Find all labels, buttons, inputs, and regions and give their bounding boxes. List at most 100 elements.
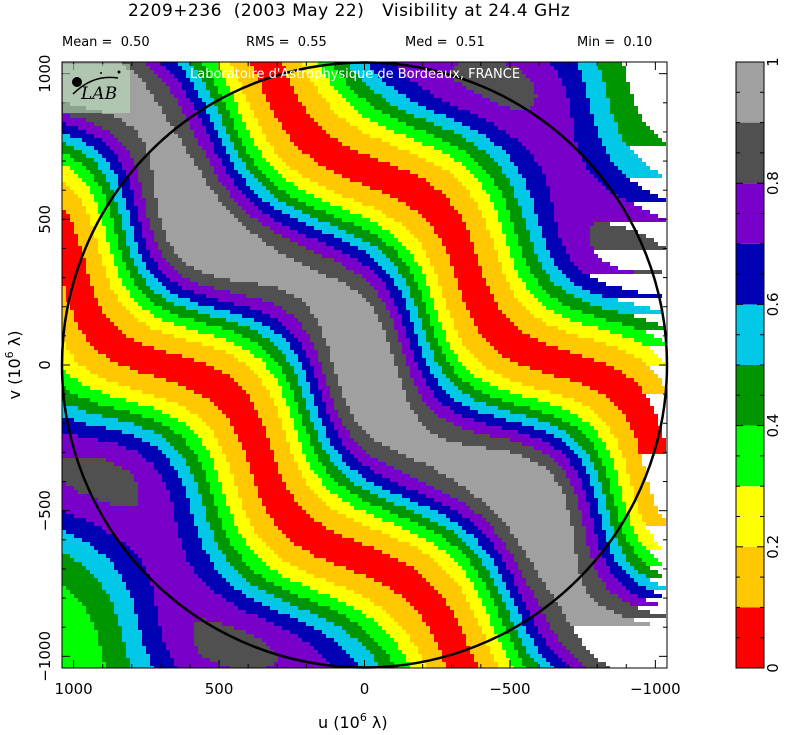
heatmap-cell xyxy=(78,322,114,326)
heatmap-cell xyxy=(162,638,194,642)
heatmap-cell xyxy=(602,182,638,186)
heatmap-cell xyxy=(298,434,310,438)
heatmap-cell xyxy=(586,538,598,542)
heatmap-cell xyxy=(102,646,126,650)
heatmap-cell xyxy=(418,154,450,158)
heatmap-cell xyxy=(62,558,74,562)
heatmap-cell xyxy=(330,390,342,394)
heatmap-cell xyxy=(438,234,470,238)
heatmap-cell xyxy=(490,554,502,558)
heatmap-cell xyxy=(310,462,322,466)
heatmap-cell xyxy=(510,218,526,222)
heatmap-cell xyxy=(110,162,122,166)
heatmap-cell xyxy=(334,190,382,194)
heatmap-cell xyxy=(450,554,466,558)
heatmap-cell xyxy=(606,82,630,86)
heatmap-cell xyxy=(198,486,210,490)
heatmap-cell xyxy=(230,86,242,90)
heatmap-cell xyxy=(326,342,390,346)
heatmap-cell xyxy=(330,394,342,398)
heatmap-cell xyxy=(542,610,562,614)
heatmap-cell xyxy=(506,418,538,422)
heatmap-cell xyxy=(638,450,666,454)
heatmap-cell xyxy=(438,314,450,318)
heatmap-cell xyxy=(486,338,538,342)
heatmap-cell xyxy=(126,234,134,238)
heatmap-cell xyxy=(62,522,94,526)
heatmap-cell xyxy=(90,342,142,346)
heatmap-cell xyxy=(358,494,378,498)
heatmap-cell xyxy=(458,510,474,514)
heatmap-cell xyxy=(514,262,526,266)
heatmap-cell xyxy=(110,594,130,598)
heatmap-cell xyxy=(606,534,614,538)
heatmap-cell xyxy=(526,578,542,582)
heatmap-cell xyxy=(462,626,482,630)
heatmap-cell xyxy=(302,414,310,418)
heatmap-cell xyxy=(338,414,354,418)
heatmap-cell xyxy=(166,298,190,302)
heatmap-cell xyxy=(498,590,510,594)
heatmap-cell xyxy=(334,246,358,250)
heatmap-cell xyxy=(490,594,502,598)
heatmap-cell xyxy=(254,162,270,166)
heatmap-cell xyxy=(322,482,338,486)
heatmap-cell xyxy=(78,490,138,494)
heatmap-cell xyxy=(62,334,86,338)
heatmap-cell xyxy=(126,266,138,270)
heatmap-cell xyxy=(174,302,198,306)
heatmap-cell xyxy=(210,158,222,162)
heatmap-cell xyxy=(266,642,310,646)
heatmap-cell xyxy=(566,290,590,294)
heatmap-cell xyxy=(570,114,594,118)
heatmap-cell xyxy=(330,82,346,86)
heatmap-cell xyxy=(222,122,234,126)
heatmap-cell xyxy=(326,486,346,490)
heatmap-cell xyxy=(238,530,254,534)
heatmap-cell xyxy=(266,618,298,622)
heatmap-cell xyxy=(330,358,394,362)
heatmap-cell xyxy=(474,354,502,358)
heatmap-cell xyxy=(434,486,466,490)
colorbar-swatch xyxy=(736,486,764,547)
heatmap-cell xyxy=(342,74,358,78)
heatmap-cell xyxy=(206,130,218,134)
heatmap-cell xyxy=(618,346,650,350)
heatmap-cell xyxy=(406,562,438,566)
heatmap-cell xyxy=(454,578,470,582)
heatmap-cell xyxy=(286,486,310,490)
heatmap-cell xyxy=(494,546,506,550)
heatmap-cell xyxy=(266,242,298,246)
heatmap-cell xyxy=(326,406,334,410)
heatmap-cell xyxy=(326,186,370,190)
heatmap-cell xyxy=(130,246,138,250)
heatmap-cell xyxy=(178,62,190,66)
heatmap-cell xyxy=(146,86,170,90)
heatmap-cell xyxy=(530,270,546,274)
heatmap-cell xyxy=(374,482,398,486)
heatmap-cell xyxy=(506,654,518,658)
heatmap-cell xyxy=(222,114,230,118)
heatmap-cell xyxy=(282,234,306,238)
heatmap-cell xyxy=(306,482,322,486)
heatmap-cell xyxy=(542,606,562,610)
heatmap-cell xyxy=(242,534,258,538)
heatmap-cell xyxy=(298,410,310,414)
colorbar-swatch xyxy=(736,183,764,244)
heatmap-cell xyxy=(378,314,390,318)
heatmap-cell xyxy=(454,350,470,354)
heatmap-cell xyxy=(342,438,354,442)
heatmap-cell xyxy=(382,486,406,490)
heatmap-cell xyxy=(162,318,194,322)
heatmap-cell xyxy=(322,366,334,370)
heatmap-cell xyxy=(378,622,398,626)
heatmap-cell xyxy=(90,170,102,174)
heatmap-cell xyxy=(270,226,290,230)
heatmap-cell xyxy=(62,478,134,482)
heatmap-cell xyxy=(406,486,434,490)
heatmap-cell xyxy=(522,214,538,218)
heatmap-cell xyxy=(206,514,218,518)
heatmap-cell xyxy=(62,166,70,170)
heatmap-cell xyxy=(206,362,246,366)
heatmap-cell xyxy=(446,550,462,554)
